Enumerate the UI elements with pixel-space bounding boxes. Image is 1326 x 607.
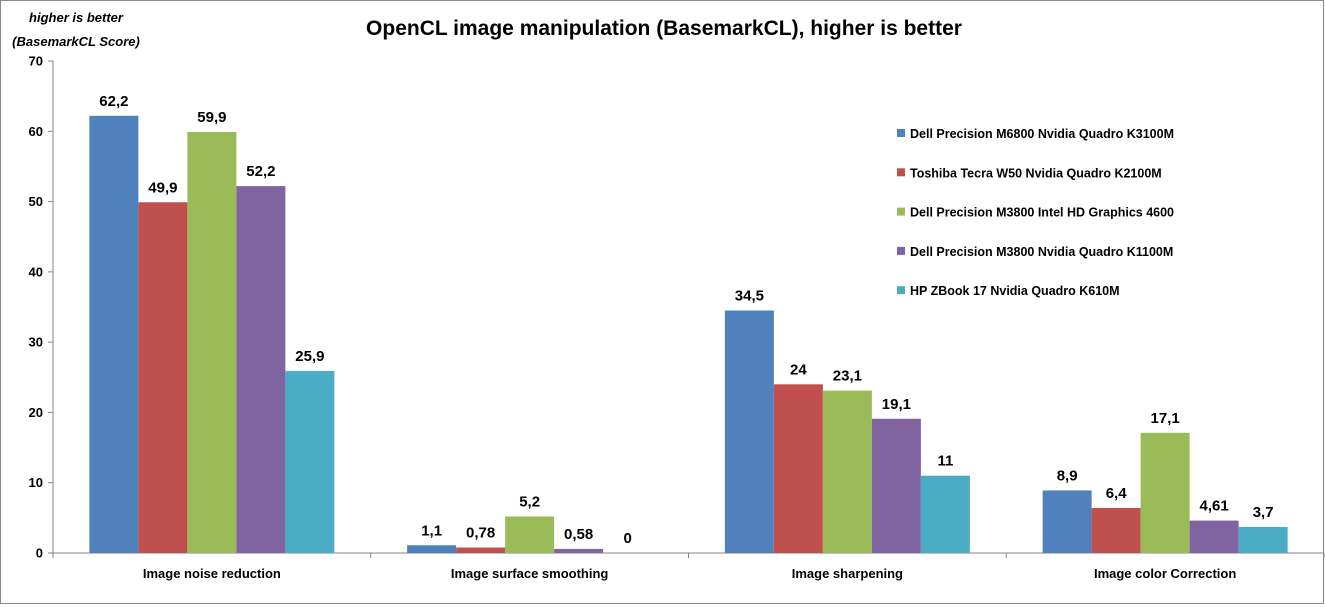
y-tick-label: 30 bbox=[29, 335, 43, 350]
data-label: 5,2 bbox=[519, 493, 540, 510]
bar bbox=[1140, 432, 1190, 553]
bar bbox=[554, 548, 604, 553]
x-category-label: Image noise reduction bbox=[143, 566, 281, 581]
y-tick-label: 60 bbox=[29, 124, 43, 139]
axes: 0 10 20 30 40 50 60 70 Image noise reduction Imag… bbox=[29, 54, 1325, 581]
bar bbox=[1042, 490, 1092, 553]
x-category-label: Image color Correction bbox=[1094, 566, 1236, 581]
y-axis-label-line-1: higher is better bbox=[29, 10, 124, 25]
legend-swatch bbox=[897, 207, 905, 216]
legend: Dell Precision M6800 Nvidia Quadro K3100… bbox=[897, 127, 1174, 298]
data-label: 24 bbox=[790, 361, 807, 378]
data-label: 0 bbox=[623, 530, 631, 547]
bar bbox=[773, 384, 823, 553]
data-label: 11 bbox=[937, 453, 953, 470]
data-label: 4,61 bbox=[1200, 498, 1229, 515]
legend-swatch bbox=[897, 286, 905, 295]
legend-entry-label: Dell Precision M3800 Intel HD Graphics 4… bbox=[910, 206, 1174, 220]
legend-entry-label: Toshiba Tecra W50 Nvidia Quadro K2100M bbox=[910, 166, 1162, 180]
bar bbox=[920, 475, 970, 553]
legend-swatch bbox=[897, 129, 905, 137]
bar bbox=[822, 390, 872, 553]
y-tick-label: 10 bbox=[29, 475, 43, 490]
bar bbox=[871, 418, 921, 553]
bar bbox=[1189, 520, 1239, 553]
legend-entry-label: HP ZBook 17 Nvidia Quadro K610M bbox=[910, 284, 1120, 298]
data-label: 1,1 bbox=[421, 522, 442, 539]
data-label: 23,1 bbox=[833, 368, 862, 385]
bar bbox=[456, 547, 506, 553]
data-label: 25,9 bbox=[295, 348, 324, 365]
bar bbox=[285, 370, 335, 553]
data-label: 6,4 bbox=[1106, 485, 1128, 502]
y-tick-label: 0 bbox=[36, 546, 43, 561]
data-label: 8,9 bbox=[1057, 467, 1078, 484]
bars: 62,2 49,9 59,9 52,2 25,9 1,1 0,78 5,2 0,58 0 34,5 2… bbox=[89, 93, 1288, 553]
bar bbox=[505, 516, 555, 553]
legend-entry-label: Dell Precision M6800 Nvidia Quadro K3100… bbox=[910, 127, 1174, 141]
data-label: 3,7 bbox=[1253, 504, 1274, 521]
data-label: 52,2 bbox=[246, 163, 275, 180]
y-tick-label: 50 bbox=[29, 194, 43, 209]
y-tick-label: 70 bbox=[29, 54, 43, 69]
chart-title: OpenCL image manipulation (BasemarkCL), … bbox=[366, 17, 962, 40]
data-label: 49,9 bbox=[148, 179, 177, 196]
y-axis-label-line-2: (BasemarkCL Score) bbox=[12, 34, 140, 49]
legend-entry-label: Dell Precision M3800 Nvidia Quadro K1100… bbox=[910, 245, 1173, 259]
legend-swatch bbox=[897, 246, 905, 255]
x-category-label: Image surface smoothing bbox=[451, 566, 609, 581]
data-label: 59,9 bbox=[197, 109, 226, 126]
y-tick-label: 40 bbox=[29, 264, 43, 279]
data-label: 17,1 bbox=[1151, 410, 1180, 427]
bar bbox=[89, 115, 139, 553]
data-label: 0,58 bbox=[564, 526, 593, 543]
x-category-label: Image sharpening bbox=[792, 566, 903, 581]
bar bbox=[407, 545, 457, 553]
bar bbox=[1091, 508, 1141, 553]
data-label: 19,1 bbox=[882, 396, 911, 413]
data-label: 34,5 bbox=[735, 288, 764, 305]
bar bbox=[724, 310, 774, 553]
data-label: 0,78 bbox=[466, 525, 495, 542]
bar bbox=[187, 131, 237, 553]
legend-swatch bbox=[897, 168, 905, 177]
y-tick-label: 20 bbox=[29, 405, 43, 420]
bar bbox=[138, 202, 188, 553]
bar bbox=[1238, 526, 1288, 553]
data-label: 62,2 bbox=[99, 93, 128, 110]
bar bbox=[236, 186, 286, 553]
